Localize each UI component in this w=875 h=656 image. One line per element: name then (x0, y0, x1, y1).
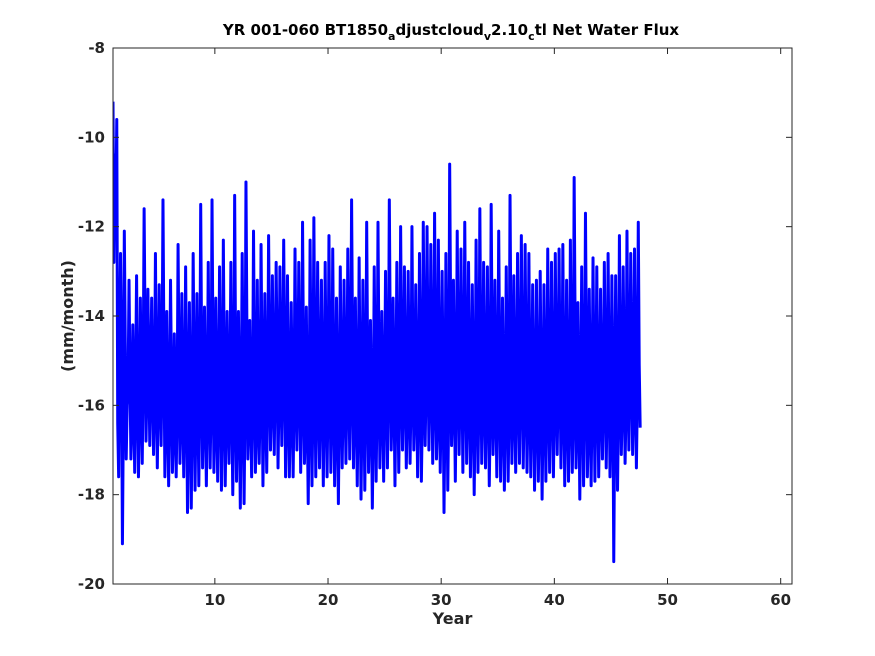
y-tick-label: -8 (88, 39, 105, 57)
title-part: tl Net Water Flux (535, 21, 680, 39)
y-tick-label: -12 (78, 218, 105, 236)
y-axis: -8 -10 -12 -14 -16 -18 -20 (78, 39, 792, 593)
title-part: YR 001-060 BT1850 (222, 21, 388, 39)
y-tick-label: -10 (78, 128, 105, 146)
title-part: v (484, 30, 492, 43)
y-tick-label: -20 (78, 575, 105, 593)
y-tick-label: -14 (78, 307, 105, 325)
x-axis-label: Year (432, 609, 473, 628)
chart-title: YR 001-060 BT1850adjustcloudv2.10ctl Net… (222, 21, 680, 43)
title-part: 2.10 (491, 21, 528, 39)
plot-area (113, 101, 642, 564)
title-part: djustcloud (395, 21, 483, 39)
y-tick-label: -16 (78, 396, 105, 414)
title-part: a (388, 30, 395, 43)
x-tick-label: 60 (770, 591, 791, 609)
y-tick-label: -18 (78, 486, 105, 504)
x-tick-label: 50 (657, 591, 678, 609)
x-axis: 10 20 30 40 50 60 (204, 48, 791, 609)
x-tick-label: 30 (431, 591, 452, 609)
x-tick-label: 40 (544, 591, 565, 609)
x-tick-label: 10 (204, 591, 225, 609)
y-axis-label: (mm/month) (58, 260, 77, 372)
series-line (113, 101, 642, 564)
x-tick-label: 20 (318, 591, 339, 609)
title-part: c (528, 30, 535, 43)
